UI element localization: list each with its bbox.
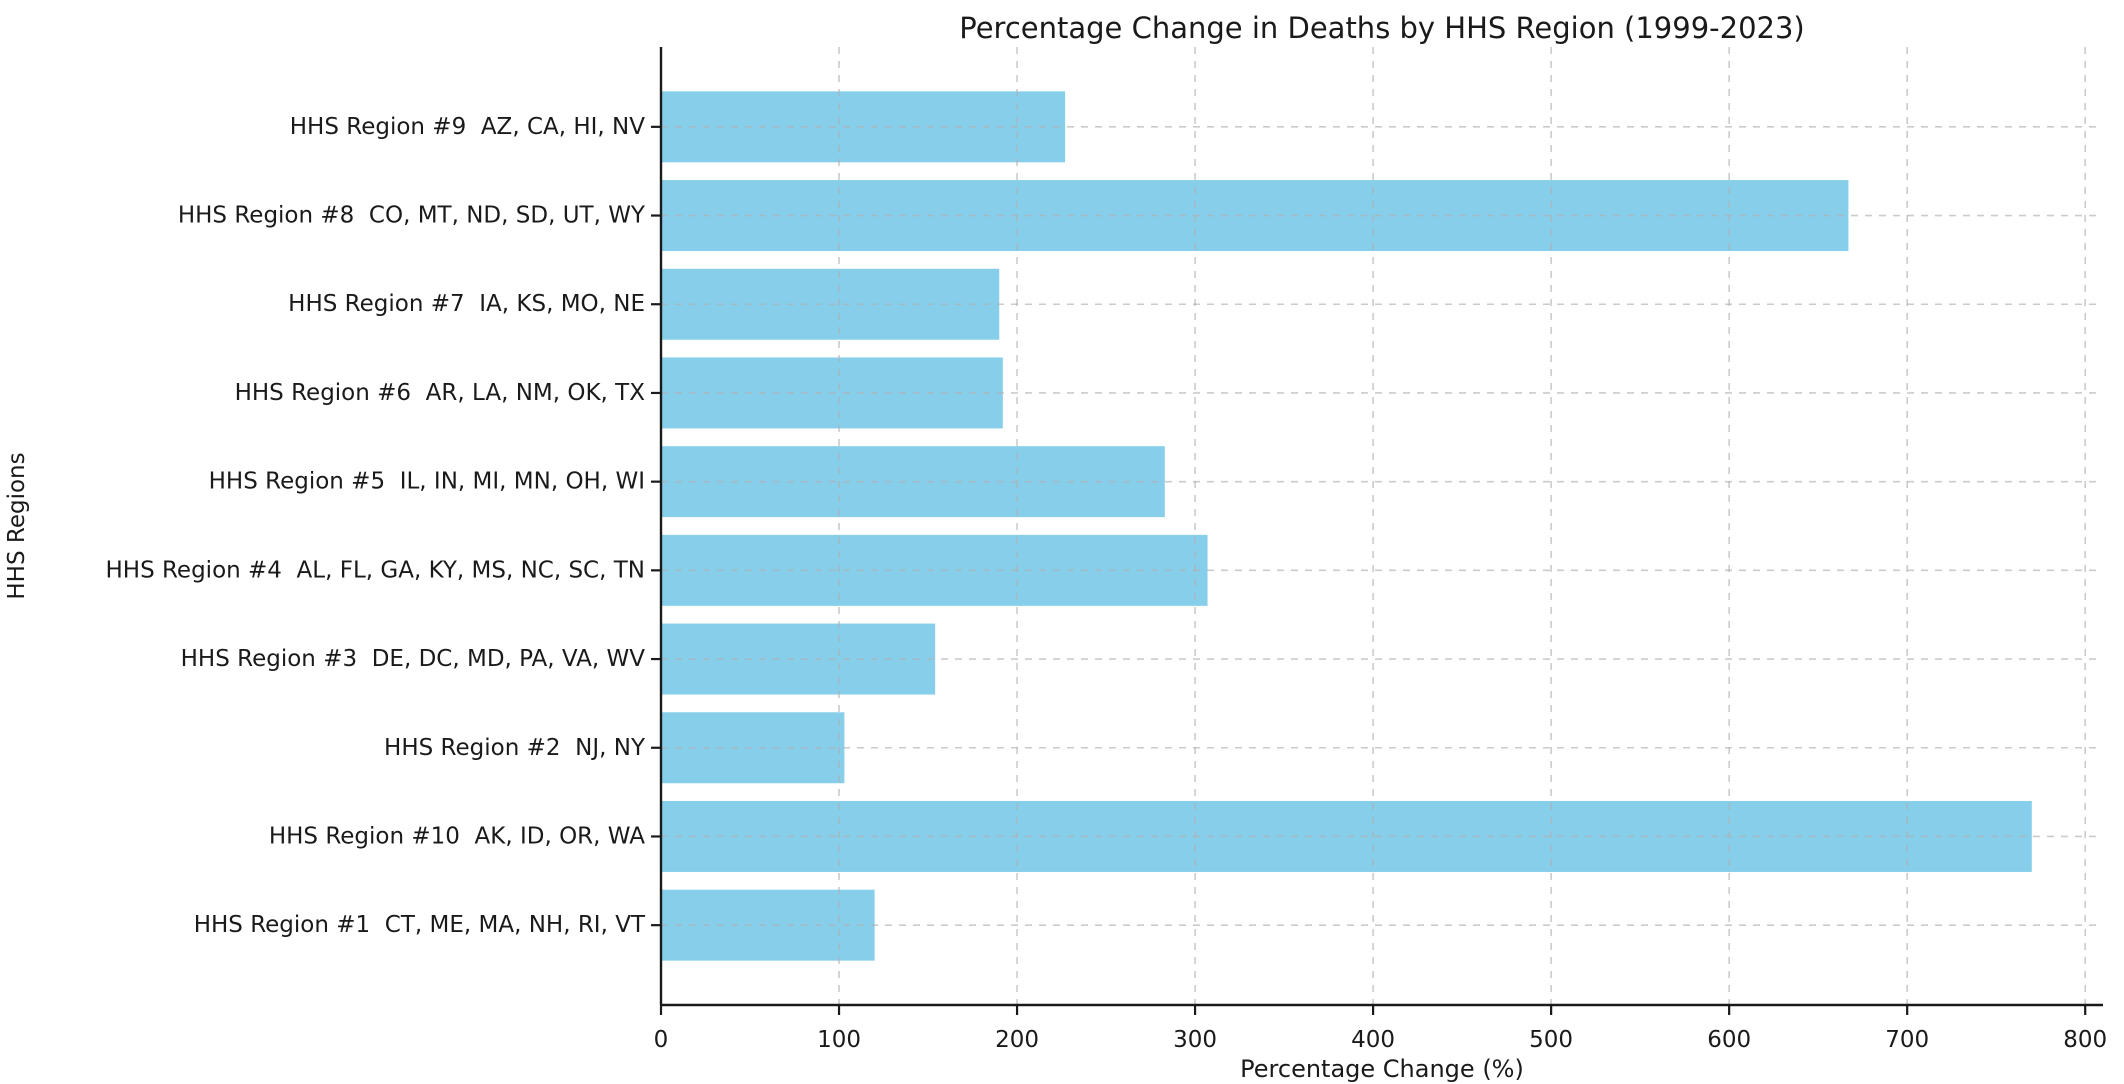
y-category-label: HHS Region #8 CO, MT, ND, SD, UT, WY	[178, 203, 646, 229]
x-tick-label: 400	[1351, 1027, 1395, 1053]
x-tick-label: 300	[1173, 1027, 1217, 1053]
axes-layer: 0 100 200 300 400 500 600 700 800 HHS Region #9 A…	[105, 47, 2107, 1053]
x-tick-label: 0	[654, 1027, 669, 1053]
x-tick-label: 800	[2063, 1027, 2107, 1053]
y-category-label: HHS Region #2 NJ, NY	[384, 735, 646, 761]
x-axis-label: Percentage Change (%)	[1240, 1055, 1524, 1083]
x-tick-label: 700	[1885, 1027, 1929, 1053]
y-category-label: HHS Region #9 AZ, CA, HI, NV	[290, 114, 646, 140]
x-tick-label: 100	[817, 1027, 861, 1053]
grid-layer	[661, 47, 2103, 1005]
y-category-label: HHS Region #1 CT, ME, MA, NH, RI, VT	[194, 912, 646, 938]
bar	[661, 446, 1165, 518]
bar	[661, 534, 1208, 606]
y-category-label: HHS Region #4 AL, FL, GA, KY, MS, NC, SC…	[105, 557, 645, 583]
y-category-label: HHS Region #7 IA, KS, MO, NE	[288, 291, 645, 317]
x-tick-label: 200	[995, 1027, 1039, 1053]
bar	[661, 623, 936, 695]
y-category-label: HHS Region #5 IL, IN, MI, MN, OH, WI	[209, 469, 645, 495]
y-axis-label: HHS Regions	[4, 452, 30, 599]
chart-title: Percentage Change in Deaths by HHS Regio…	[959, 11, 1805, 45]
y-category-label: HHS Region #6 AR, LA, NM, OK, TX	[235, 380, 646, 406]
y-category-label: HHS Region #10 AK, ID, OR, WA	[269, 823, 645, 849]
x-tick-label: 600	[1707, 1027, 1751, 1053]
x-tick-label: 500	[1529, 1027, 1573, 1053]
y-category-label: HHS Region #3 DE, DC, MD, PA, VA, WV	[181, 646, 646, 672]
